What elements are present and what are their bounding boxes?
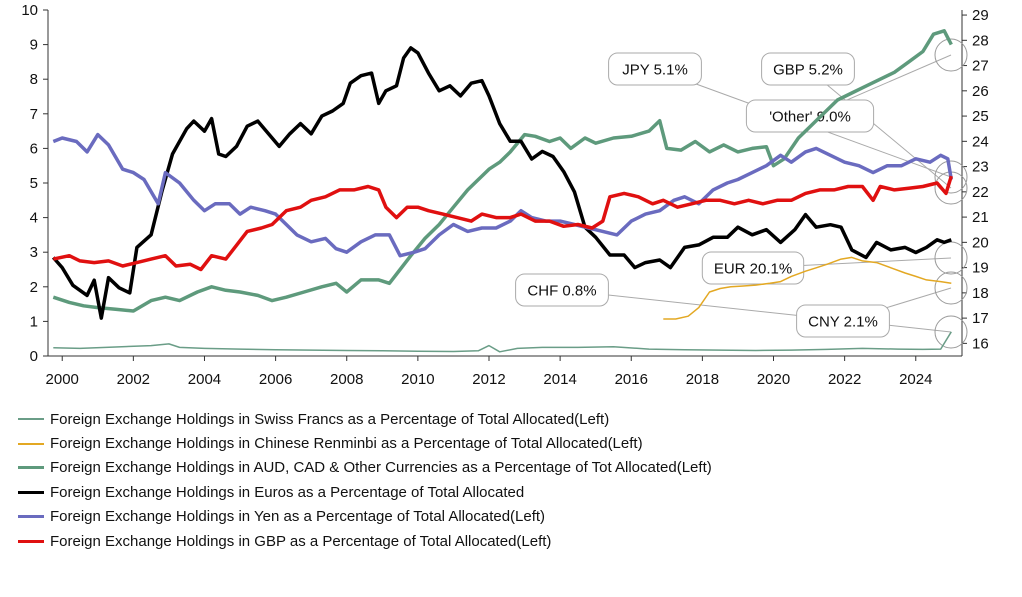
annotation-marker-circle xyxy=(934,241,968,275)
right-tick-label: 22 xyxy=(972,184,989,201)
series-line-4 xyxy=(52,132,954,258)
annotation-marker-circle xyxy=(934,38,968,72)
series-line-5 xyxy=(52,175,953,272)
annotation-box xyxy=(796,304,890,338)
annotation-label: CHF 0.8% xyxy=(527,283,596,300)
legend-item: Foreign Exchange Holdings in Swiss Franc… xyxy=(18,407,712,431)
left-tick-label: 5 xyxy=(30,175,38,192)
legend-swatch xyxy=(18,539,44,543)
x-tick-label: 2020 xyxy=(757,371,790,388)
annotation-marker-circle xyxy=(934,160,968,194)
annotation-box xyxy=(608,52,702,86)
legend-item: Foreign Exchange Holdings in Euros as a … xyxy=(18,480,712,504)
right-tick-label: 19 xyxy=(972,260,989,277)
legend-item: Foreign Exchange Holdings in Chinese Ren… xyxy=(18,431,712,455)
annotation-box xyxy=(745,99,875,133)
legend-label: Foreign Exchange Holdings in AUD, CAD & … xyxy=(50,459,712,477)
legend-swatch xyxy=(18,515,44,519)
legend-label: Foreign Exchange Holdings in Yen as a Pe… xyxy=(50,508,546,526)
annotation-box xyxy=(761,52,855,86)
legend-swatch xyxy=(18,442,44,445)
series-line-1 xyxy=(663,256,952,320)
legend-label: Foreign Exchange Holdings in Euros as a … xyxy=(50,483,525,501)
annotation-label: CNY 2.1% xyxy=(808,314,878,331)
x-tick-label: 2016 xyxy=(615,371,648,388)
right-tick-label: 20 xyxy=(972,234,989,251)
x-tick-label: 2010 xyxy=(401,371,434,388)
series-line-0 xyxy=(53,331,952,353)
right-tick-label: 18 xyxy=(972,285,989,302)
legend-item: Foreign Exchange Holdings in GBP as a Pe… xyxy=(18,529,712,553)
legend-swatch xyxy=(18,490,44,494)
right-tick-label: 17 xyxy=(972,310,989,327)
left-tick-label: 0 xyxy=(30,348,38,365)
x-tick-label: 2002 xyxy=(117,371,150,388)
legend-swatch xyxy=(18,466,44,470)
legend-label: Foreign Exchange Holdings in Chinese Ren… xyxy=(50,435,643,453)
right-tick-label: 29 xyxy=(972,7,989,24)
right-tick-label: 28 xyxy=(972,32,989,49)
annotation-box xyxy=(515,273,609,307)
series-line-2 xyxy=(52,29,953,313)
x-tick-label: 2000 xyxy=(46,371,79,388)
right-tick-label: 27 xyxy=(972,58,989,75)
left-tick-label: 6 xyxy=(30,140,38,157)
left-tick-label: 2 xyxy=(30,279,38,296)
annotation-box xyxy=(701,251,805,285)
x-tick-label: 2024 xyxy=(899,371,932,388)
right-tick-label: 26 xyxy=(972,83,989,100)
left-tick-label: 8 xyxy=(30,71,38,88)
line-chart: 0123456789101617181920212223242526272829… xyxy=(21,2,989,388)
right-tick-label: 24 xyxy=(972,133,989,150)
annotations: JPY 5.1% GBP 5.2% 'Other' 9.0% EUR 20.1% CHF… xyxy=(515,38,968,349)
annotation-leader-line xyxy=(561,289,952,333)
x-tick-label: 2008 xyxy=(330,371,363,388)
right-tick-label: 25 xyxy=(972,108,989,125)
series-line-3 xyxy=(51,46,952,320)
left-tick-label: 10 xyxy=(21,2,38,19)
left-tick-label: 1 xyxy=(30,313,38,330)
right-tick-label: 21 xyxy=(972,209,989,226)
left-tick-label: 9 xyxy=(30,37,38,54)
legend-item: Foreign Exchange Holdings in AUD, CAD & … xyxy=(18,456,712,480)
legend-item: Foreign Exchange Holdings in Yen as a Pe… xyxy=(18,505,712,529)
annotation-label: 'Other' 9.0% xyxy=(769,109,851,126)
annotation-label: EUR 20.1% xyxy=(714,261,792,278)
x-tick-label: 2022 xyxy=(828,371,861,388)
x-tick-label: 2006 xyxy=(259,371,292,388)
x-tick-label: 2018 xyxy=(686,371,719,388)
x-tick-label: 2012 xyxy=(472,371,505,388)
annotation-label: JPY 5.1% xyxy=(622,62,688,79)
annotation-marker-circle xyxy=(934,271,968,305)
left-tick-label: 3 xyxy=(30,244,38,261)
legend: Foreign Exchange Holdings in Swiss Franc… xyxy=(18,407,712,553)
left-tick-label: 7 xyxy=(30,106,38,123)
annotation-marker-circle xyxy=(934,315,968,349)
x-tick-label: 2014 xyxy=(543,371,576,388)
legend-label: Foreign Exchange Holdings in GBP as a Pe… xyxy=(50,532,552,550)
right-tick-label: 23 xyxy=(972,159,989,176)
left-tick-label: 4 xyxy=(30,210,38,227)
legend-label: Foreign Exchange Holdings in Swiss Franc… xyxy=(50,410,610,428)
annotation-leader-line xyxy=(807,68,952,189)
x-tick-label: 2004 xyxy=(188,371,221,388)
right-tick-label: 16 xyxy=(972,335,989,352)
legend-swatch xyxy=(18,418,44,421)
annotation-label: GBP 5.2% xyxy=(773,62,843,79)
